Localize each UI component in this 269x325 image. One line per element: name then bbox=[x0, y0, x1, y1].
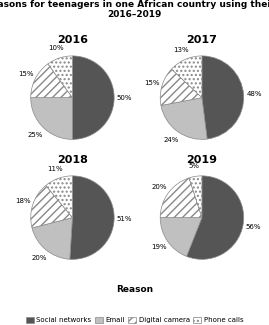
Text: 25%: 25% bbox=[28, 132, 43, 137]
Text: 56%: 56% bbox=[245, 224, 261, 230]
Text: Reason: Reason bbox=[116, 285, 153, 294]
Wedge shape bbox=[70, 176, 114, 259]
Text: 11%: 11% bbox=[47, 165, 63, 172]
Wedge shape bbox=[72, 56, 114, 139]
Text: 15%: 15% bbox=[144, 80, 160, 86]
Title: 2018: 2018 bbox=[57, 155, 88, 165]
Wedge shape bbox=[46, 176, 72, 218]
Wedge shape bbox=[189, 176, 202, 218]
Text: 19%: 19% bbox=[151, 244, 167, 250]
Wedge shape bbox=[161, 98, 207, 139]
Wedge shape bbox=[31, 186, 72, 228]
Wedge shape bbox=[160, 178, 202, 218]
Text: 20%: 20% bbox=[152, 184, 168, 190]
Text: 5%: 5% bbox=[188, 163, 199, 169]
Text: 24%: 24% bbox=[164, 137, 179, 143]
Wedge shape bbox=[172, 56, 202, 98]
Wedge shape bbox=[187, 176, 244, 259]
Text: 18%: 18% bbox=[15, 199, 31, 204]
Wedge shape bbox=[160, 218, 202, 256]
Legend: Social networks, Email, Digital camera, Phone calls: Social networks, Email, Digital camera, … bbox=[24, 316, 245, 325]
Wedge shape bbox=[160, 69, 202, 106]
Title: 2016: 2016 bbox=[57, 35, 88, 46]
Text: 50%: 50% bbox=[117, 95, 132, 101]
Wedge shape bbox=[32, 218, 72, 259]
Text: 15%: 15% bbox=[18, 71, 34, 77]
Text: 10%: 10% bbox=[48, 45, 64, 51]
Text: Main reasons for teenagers in one African country using their phone
2016–2019: Main reasons for teenagers in one Africa… bbox=[0, 0, 269, 20]
Wedge shape bbox=[31, 64, 72, 98]
Wedge shape bbox=[31, 98, 72, 139]
Wedge shape bbox=[48, 56, 72, 98]
Text: 51%: 51% bbox=[117, 216, 132, 222]
Wedge shape bbox=[202, 56, 244, 139]
Title: 2017: 2017 bbox=[186, 35, 217, 46]
Text: 48%: 48% bbox=[246, 91, 262, 97]
Text: 20%: 20% bbox=[31, 255, 47, 261]
Text: 13%: 13% bbox=[174, 47, 189, 53]
Title: 2019: 2019 bbox=[186, 155, 217, 165]
